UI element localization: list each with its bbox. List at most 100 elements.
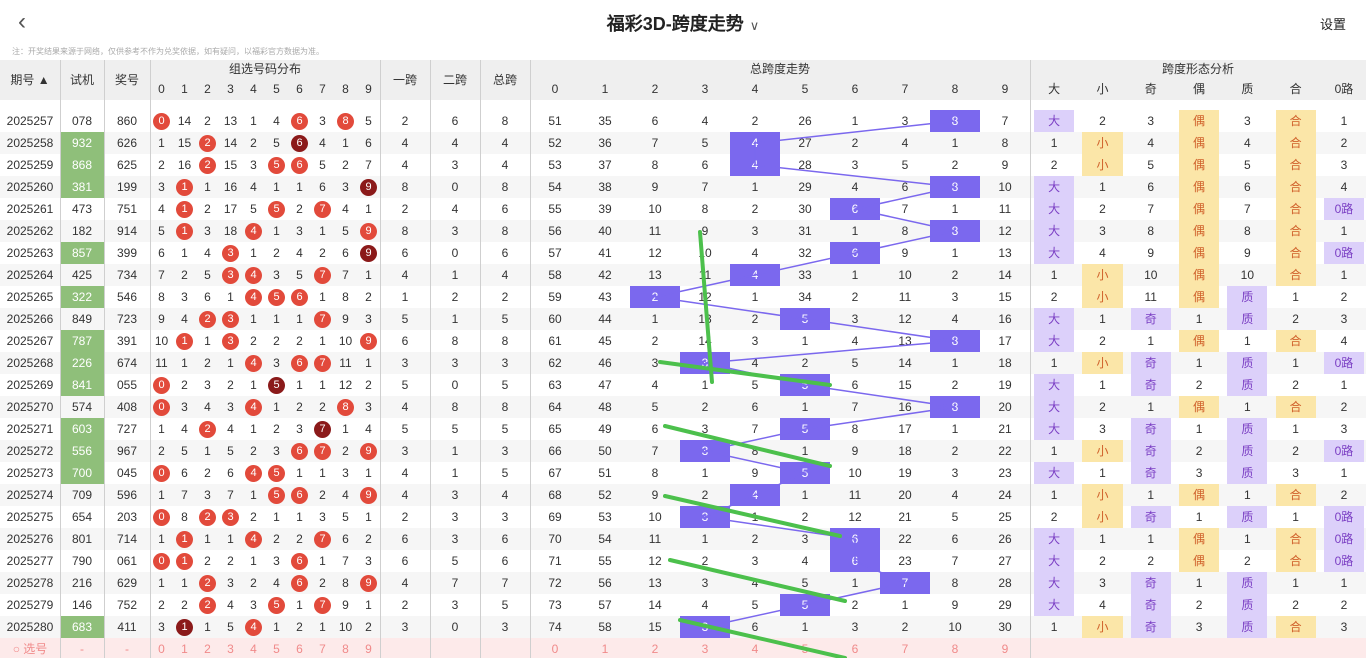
group-dist-cell: 5 [342, 224, 349, 238]
digit-ball: 0 [153, 113, 170, 131]
select-row[interactable] [0, 638, 1366, 658]
settings-button[interactable]: 设置 [1319, 17, 1346, 32]
select-trend-digit[interactable]: 4 [751, 642, 759, 656]
shape-cell: 4 [1099, 246, 1106, 260]
table-row[interactable] [0, 594, 1366, 616]
select-trend-digit[interactable]: 1 [601, 642, 609, 656]
group-dist-cell: 1 [173, 330, 196, 352]
group-dist-cell: 9 [357, 242, 380, 264]
table-row[interactable] [0, 308, 1366, 330]
trend-cell: 12 [898, 312, 912, 326]
header-prize: 奖号 [114, 73, 139, 87]
trend-cell: 69 [548, 510, 562, 524]
shape-cell: 10 [1240, 268, 1255, 282]
trend-cell: 6 [901, 180, 909, 194]
trend-cell: 3 [851, 620, 859, 634]
back-icon[interactable]: ‹ [18, 8, 26, 35]
select-digit[interactable]: 1 [181, 642, 188, 656]
group-dist-cell: 7 [181, 488, 188, 502]
table-row[interactable] [0, 572, 1366, 594]
group-dist-cell: 2 [365, 378, 372, 392]
digit-ball: 7 [314, 531, 331, 549]
group-dist-cell: 16 [177, 158, 192, 172]
prize-number: 727 [116, 422, 138, 436]
table-row[interactable] [0, 176, 1366, 198]
select-digit[interactable]: 5 [273, 642, 280, 656]
table-row[interactable] [0, 330, 1366, 352]
shape-cell: 4 [1243, 136, 1251, 150]
table-row[interactable] [0, 198, 1366, 220]
trend-cell: 68 [548, 488, 562, 502]
trend-cell: 1 [801, 400, 809, 414]
shape-cell: 6 [1243, 180, 1251, 194]
trend-cell: 33 [798, 268, 812, 282]
digit-ball: 0 [153, 399, 170, 417]
group-dist-cell: 5 [227, 620, 234, 634]
select-label[interactable]: ○ 选号 [12, 642, 48, 656]
table-row[interactable] [0, 132, 1366, 154]
shape-cell: 合 [1275, 220, 1316, 242]
table-row[interactable] [0, 154, 1366, 176]
table-header-bg [0, 60, 1366, 100]
select-trend-digit[interactable]: 0 [551, 642, 559, 656]
group-dist-cell: 7 [342, 554, 349, 568]
group-dist-cell: 3 [319, 114, 326, 128]
table-row[interactable] [0, 374, 1366, 396]
select-trend-digit[interactable]: 7 [901, 642, 909, 656]
prize-number: 752 [116, 598, 138, 612]
digit-ball: 4 [245, 223, 262, 241]
header-trend-3: 3 [701, 82, 709, 96]
select-trend-digit[interactable]: 3 [701, 642, 709, 656]
select-digit[interactable]: 6 [296, 642, 303, 656]
total-span-cell: 3 [501, 356, 509, 370]
select-digit[interactable]: 4 [250, 642, 257, 656]
table-row[interactable] [0, 242, 1366, 264]
table-row[interactable] [0, 462, 1366, 484]
header-trend-9: 9 [1001, 82, 1009, 96]
shape-cell: 合 [1275, 198, 1316, 220]
table-row[interactable] [0, 220, 1366, 242]
period-cell: 2025263 [6, 246, 54, 260]
group-dist-cell: 7 [311, 418, 334, 440]
table-row[interactable] [0, 484, 1366, 506]
trend-cell: 73 [548, 598, 562, 612]
table-row[interactable] [0, 528, 1366, 550]
trend-cell: 49 [598, 422, 612, 436]
select-trend-digit[interactable]: 2 [651, 642, 659, 656]
select-trend-digit[interactable]: 9 [1001, 642, 1009, 656]
trial-number: 182 [71, 224, 93, 238]
digit-ball: 9 [360, 443, 377, 461]
column-divider [1030, 60, 1031, 658]
trend-cell: 3 [701, 422, 709, 436]
group-dist-cell: 14 [223, 136, 238, 150]
header-period[interactable]: 期号 ▲ [10, 73, 50, 87]
table-row[interactable] [0, 286, 1366, 308]
select-digit[interactable]: 3 [227, 642, 234, 656]
select-digit[interactable]: 8 [342, 642, 349, 656]
trend-cell: 27 [998, 554, 1012, 568]
select-trend-digit[interactable]: 6 [851, 642, 859, 656]
trend-cell: 10 [948, 620, 962, 634]
select-digit[interactable]: 0 [158, 642, 165, 656]
trend-cell: 3 [901, 114, 909, 128]
group-dist-cell: 1 [158, 532, 165, 546]
total-span-cell: 8 [501, 180, 509, 194]
select-digit[interactable]: 2 [204, 642, 211, 656]
trial-number: 683 [60, 616, 104, 638]
select-digit[interactable]: 9 [365, 642, 372, 656]
shape-cell: 1 [1195, 356, 1203, 370]
select-trend-digit[interactable]: 8 [951, 642, 959, 656]
page-title[interactable]: 福彩3D-跨度走势 ∨ [606, 14, 760, 34]
group-dist-cell: 1 [250, 246, 257, 260]
span2-cell: 5 [451, 554, 459, 568]
group-dist-cell: 6 [288, 286, 311, 308]
trend-cell: 1 [701, 378, 709, 392]
header-digit-0: 0 [158, 82, 165, 96]
select-digit[interactable]: 7 [319, 642, 326, 656]
table-row[interactable] [0, 264, 1366, 286]
shape-cell: 1 [1340, 224, 1348, 238]
digit-ball: 4 [245, 399, 262, 417]
chevron-down-icon[interactable]: ∨ [749, 18, 760, 33]
trend-cell: 62 [548, 356, 562, 370]
prize-number: 408 [116, 400, 138, 414]
